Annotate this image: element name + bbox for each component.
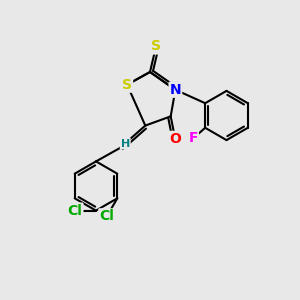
Text: S: S bbox=[122, 78, 132, 92]
Text: Cl: Cl bbox=[68, 204, 82, 218]
Text: H: H bbox=[121, 139, 130, 148]
Text: S: S bbox=[151, 40, 161, 53]
Text: F: F bbox=[188, 131, 198, 145]
Text: N: N bbox=[169, 83, 181, 97]
Text: Cl: Cl bbox=[99, 209, 114, 223]
Text: O: O bbox=[169, 132, 181, 146]
